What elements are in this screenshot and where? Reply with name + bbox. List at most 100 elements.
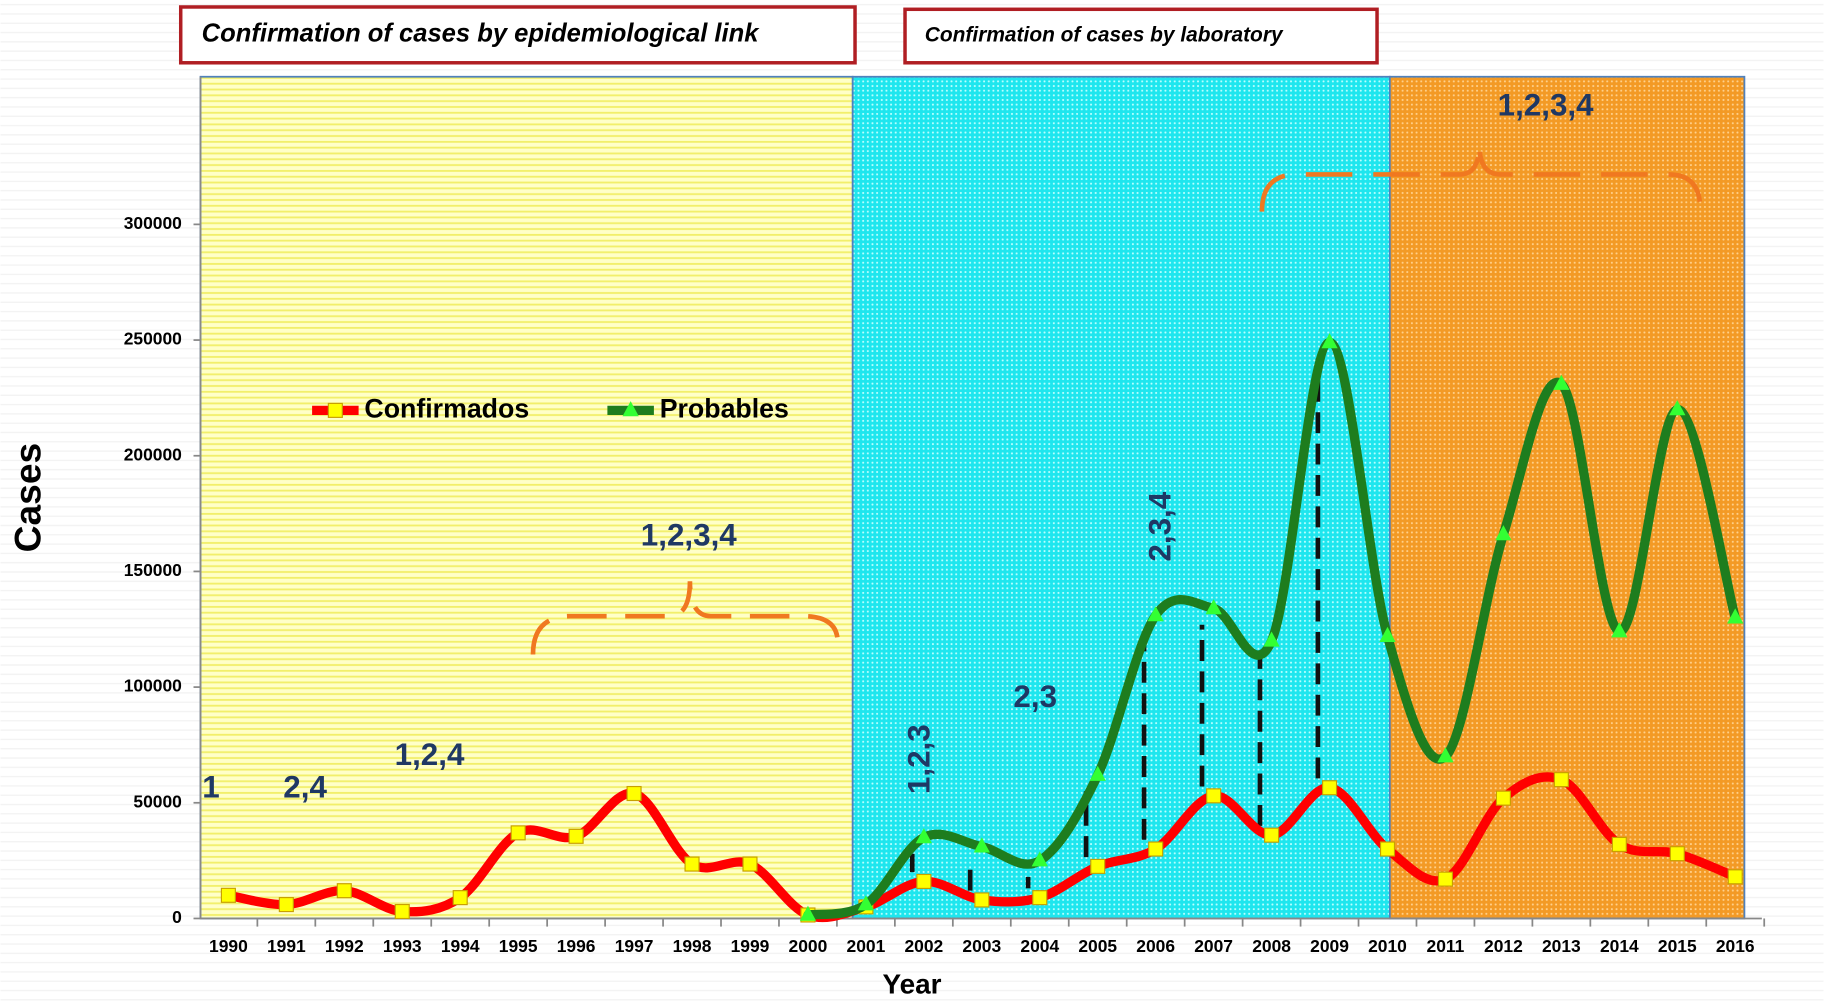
y-tick-label: 200000 [124, 444, 182, 464]
marker [1205, 599, 1222, 615]
marker [510, 825, 526, 841]
marker [916, 873, 932, 889]
x-tick-label: 1994 [441, 936, 480, 956]
x-tick-label: 2000 [789, 936, 828, 956]
x-tick-label: 2007 [1194, 936, 1233, 956]
marker [1147, 606, 1164, 622]
annotation: 1,2,3,4 [641, 517, 737, 552]
marker [1379, 841, 1396, 857]
y-tick-label: 100000 [124, 676, 182, 696]
panel-title-box [903, 7, 1379, 65]
marker [742, 856, 758, 872]
x-tick-label: 2011 [1427, 936, 1465, 956]
x-tick-label: 2003 [962, 936, 1001, 956]
marker [1437, 871, 1454, 887]
y-tick-label: 0 [172, 907, 182, 927]
bracket [530, 581, 840, 655]
marker [1669, 846, 1685, 862]
legend-marker [327, 402, 343, 418]
x-tick-label: 2001 [847, 936, 886, 956]
marker [1089, 765, 1106, 781]
marker [973, 837, 990, 853]
marker [1032, 890, 1048, 906]
marker [1321, 333, 1338, 349]
y-axis-label: Cases [7, 443, 49, 553]
x-tick-label: 1990 [209, 936, 248, 956]
x-tick-label: 1998 [673, 936, 712, 956]
marker [1553, 374, 1570, 390]
marker [1206, 788, 1222, 804]
x-tick-label: 2002 [904, 936, 943, 956]
x-tick-label: 2005 [1078, 936, 1117, 956]
x-tick-label: 2012 [1484, 936, 1523, 956]
marker [915, 828, 932, 844]
annotation: 2,4 [283, 770, 327, 805]
annotation: 2,3 [1013, 679, 1057, 714]
x-axis-label: Year [883, 968, 942, 999]
marker [1611, 836, 1627, 852]
marker [1263, 631, 1280, 647]
y-tick-label: 300000 [124, 213, 182, 233]
marker [1148, 841, 1164, 857]
x-tick-label: 1993 [383, 936, 422, 956]
annotation: 1 [202, 770, 219, 805]
region-recent [1388, 75, 1746, 920]
marker [394, 903, 410, 920]
panel-title: Confirmation of cases by laboratory [925, 24, 1284, 47]
panel-title-box [178, 5, 857, 65]
marker [1495, 790, 1511, 806]
marker [1031, 851, 1048, 867]
marker [1727, 608, 1744, 624]
marker [452, 890, 468, 906]
marker [1495, 525, 1512, 541]
region-epidemiological [199, 75, 854, 920]
x-tick-label: 2006 [1136, 936, 1175, 956]
marker [1437, 747, 1454, 763]
marker [278, 897, 294, 913]
x-tick-label: 1997 [615, 936, 654, 956]
marker [1264, 827, 1280, 843]
marker [1379, 626, 1396, 643]
panel-title: Confirmation of cases by epidemiological… [202, 20, 761, 48]
marker [626, 785, 642, 802]
marker [336, 883, 352, 899]
marker [568, 828, 584, 844]
x-tick-label: 2008 [1252, 936, 1291, 956]
marker [1611, 622, 1628, 638]
y-tick-label: 50000 [133, 791, 181, 811]
x-tick-label: 2014 [1600, 936, 1639, 956]
x-tick-label: 2004 [1020, 936, 1059, 956]
marker [857, 895, 875, 911]
legend-label: Probables [660, 393, 789, 423]
annotation: 2,3,4 [1142, 491, 1177, 561]
x-tick-label: 2010 [1368, 936, 1407, 956]
y-tick-label: 150000 [124, 560, 182, 580]
series-line [803, 337, 1740, 920]
annotation: 1,2,3 [902, 724, 937, 794]
marker [1553, 772, 1569, 788]
x-tick-label: 2009 [1310, 936, 1349, 956]
marker [974, 892, 990, 908]
marker [1669, 400, 1686, 416]
marker [1321, 780, 1338, 796]
x-tick-label: 2013 [1542, 936, 1581, 956]
annotation: 1,2,3,4 [1498, 87, 1594, 122]
x-tick-label: 2015 [1658, 936, 1697, 956]
marker [799, 905, 817, 921]
marker [1090, 858, 1106, 874]
x-tick-label: 2016 [1716, 936, 1755, 956]
marker [684, 856, 700, 872]
legend-marker [622, 401, 639, 417]
bracket [1259, 144, 1703, 212]
x-tick-label: 1999 [731, 936, 770, 956]
x-tick-label: 1991 [267, 936, 306, 956]
legend-label: Confirmados [364, 393, 529, 423]
x-tick-label: 1995 [499, 936, 538, 956]
x-tick-label: 1996 [557, 936, 596, 956]
x-tick-label: 1992 [325, 936, 364, 956]
y-tick-label: 250000 [124, 329, 182, 349]
marker [1727, 869, 1743, 885]
marker [220, 887, 236, 903]
annotation: 1,2,4 [395, 737, 465, 772]
